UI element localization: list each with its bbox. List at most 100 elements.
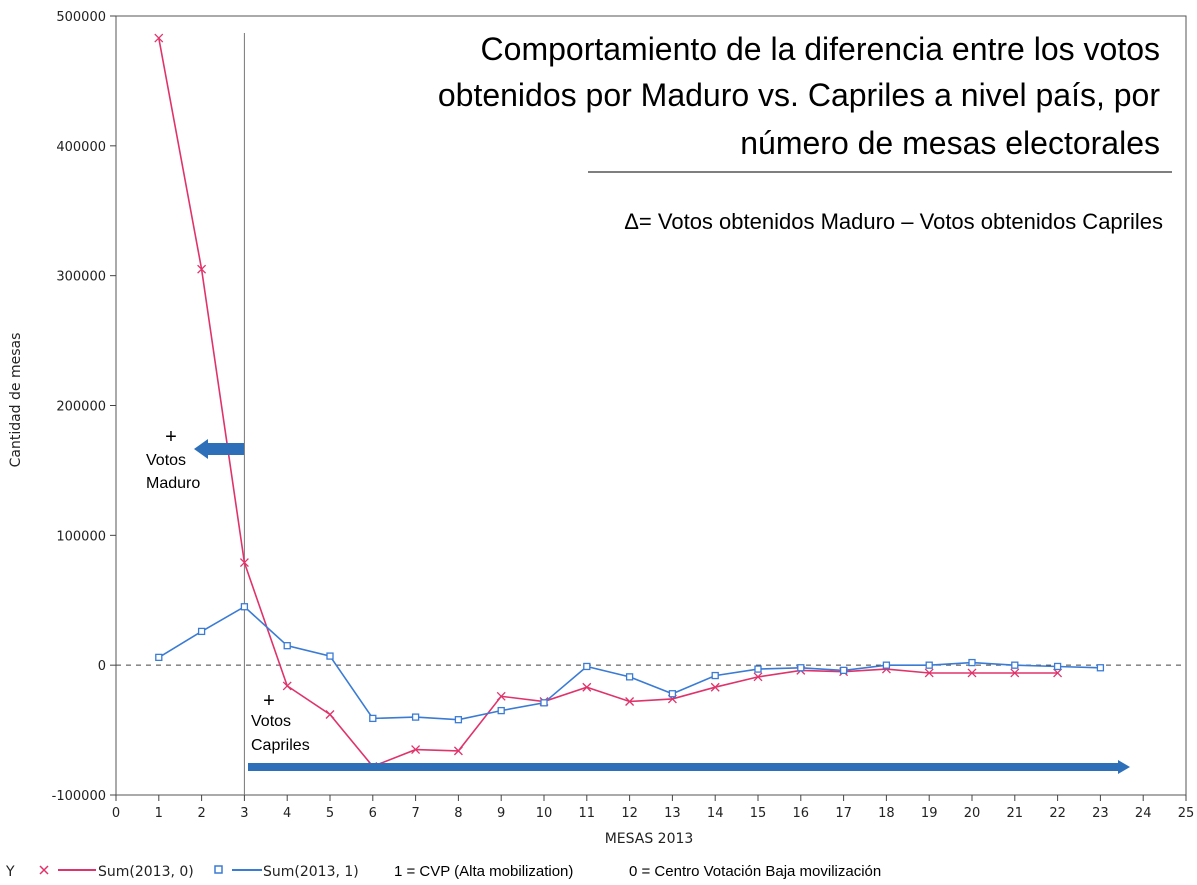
- x-tick-label: 0: [112, 806, 120, 821]
- chart-title-line-3: número de mesas electorales: [740, 125, 1160, 161]
- x-tick-label: 12: [621, 806, 638, 821]
- data-point-series-0: [496, 691, 506, 701]
- data-point-series-1: [839, 666, 848, 675]
- series-line-0: [158, 37, 1058, 768]
- annotation-capriles-line-2: Capriles: [251, 737, 310, 754]
- legend-note-1: 1 = CVP (Alta mobilization): [394, 863, 573, 880]
- data-point-series-0: [197, 264, 207, 274]
- x-tick-label: 2: [197, 806, 205, 821]
- data-point-series-0: [924, 668, 934, 678]
- data-point-series-1: [925, 661, 933, 669]
- legend-note-0: 0 = Centro Votación Baja movilización: [629, 863, 881, 880]
- data-point-series-0: [239, 558, 249, 568]
- data-point-series-1: [240, 603, 249, 611]
- legend-marker-series-0: [39, 865, 96, 875]
- arrow-left-maduro: [194, 439, 244, 459]
- data-point-series-1: [1096, 664, 1105, 672]
- x-axis-title: MESAS 2013: [605, 831, 694, 847]
- legend-label-series-0: Sum(2013, 0): [98, 864, 194, 880]
- data-point-series-0: [453, 746, 463, 756]
- x-tick-label: 15: [750, 806, 767, 821]
- y-tick-label: 100000: [56, 529, 106, 544]
- data-point-series-1: [411, 713, 420, 721]
- chart-title-line-1: Comportamiento de la diferencia entre lo…: [481, 31, 1160, 67]
- x-tick-label: 8: [454, 806, 462, 821]
- data-point-series-0: [1053, 668, 1063, 678]
- x-tick-label: 22: [1049, 806, 1066, 821]
- x-tick-label: 16: [793, 806, 810, 821]
- y-axis: -100000 0 100000 200000 300000 400000 500000: [52, 10, 116, 804]
- annotation-maduro-line-1: Votos: [146, 452, 186, 469]
- data-point-series-0: [753, 672, 763, 682]
- y-tick-label: 400000: [56, 140, 106, 155]
- legend: Y Sum(2013, 0) Sum(2013, 1) 1 = CVP (Alt…: [5, 863, 881, 880]
- data-point-series-1: [283, 642, 291, 650]
- annotation-maduro-line-2: Maduro: [146, 475, 200, 492]
- data-point-series-1: [197, 627, 206, 636]
- data-point-series-1: [625, 673, 634, 681]
- data-point-series-0: [154, 33, 164, 43]
- legend-marker-series-1: [214, 865, 262, 874]
- x-tick-label: 25: [1178, 806, 1195, 821]
- data-point-series-0: [411, 745, 421, 755]
- x-tick-label: 21: [1007, 806, 1024, 821]
- series-line-1: [158, 605, 1101, 721]
- data-point-series-1: [369, 714, 377, 723]
- chart-title-line-2: obtenidos por Maduro vs. Capriles a nive…: [438, 77, 1161, 113]
- data-point-series-1: [968, 658, 976, 667]
- x-tick-label: 19: [921, 806, 938, 821]
- data-point-series-1: [540, 699, 548, 707]
- chart-subtitle: Δ= Votos obtenidos Maduro – Votos obteni…: [624, 209, 1163, 234]
- x-tick-label: 10: [536, 806, 553, 821]
- data-point-series-0: [282, 681, 292, 691]
- x-tick-label: 13: [664, 806, 681, 821]
- arrow-right-capriles: [248, 760, 1130, 774]
- x-tick-label: 7: [411, 806, 419, 821]
- y-tick-label: 500000: [56, 10, 106, 25]
- x-axis: 0 1 2 3 4 5 6 7 8 9 10 11 12 13 14 15 16 17 18 19 20 21 22 23 24…: [112, 795, 1194, 821]
- data-point-series-1: [1053, 662, 1062, 671]
- x-tick-label: 6: [369, 806, 377, 821]
- data-point-series-0: [710, 682, 720, 692]
- x-tick-label: 5: [326, 806, 334, 821]
- annotation-capriles-line-1: Votos: [251, 713, 291, 730]
- data-point-series-1: [797, 664, 805, 672]
- x-tick-label: 20: [964, 806, 981, 821]
- y-axis-title: Cantidad de mesas: [8, 333, 24, 468]
- y-tick-label: 300000: [56, 270, 106, 285]
- data-point-series-1: [454, 716, 463, 724]
- data-point-series-1: [326, 652, 334, 660]
- series-layer: [154, 33, 1105, 771]
- x-tick-label: 17: [835, 806, 852, 821]
- y-tick-label: 200000: [56, 400, 106, 415]
- data-point-series-0: [582, 682, 592, 692]
- legend-label-series-1: Sum(2013, 1): [263, 864, 359, 880]
- x-tick-label: 14: [707, 806, 724, 821]
- data-point-series-1: [155, 653, 163, 662]
- data-point-series-1: [497, 706, 505, 715]
- x-tick-label: 4: [283, 806, 291, 821]
- data-point-series-1: [754, 665, 762, 673]
- data-point-series-1: [583, 662, 591, 671]
- annotation-maduro-plus: +: [165, 426, 177, 448]
- x-tick-label: 1: [155, 806, 163, 821]
- data-point-series-0: [625, 697, 635, 706]
- data-point-series-1: [882, 661, 891, 669]
- x-tick-label: 9: [497, 806, 505, 821]
- data-point-series-0: [325, 710, 335, 719]
- x-tick-label: 3: [240, 806, 248, 821]
- y-tick-label: -100000: [52, 789, 106, 804]
- data-point-series-1: [711, 671, 719, 680]
- annotation-capriles-plus: +: [263, 690, 275, 712]
- data-point-series-1: [668, 690, 677, 698]
- data-point-series-0: [1010, 668, 1020, 678]
- x-tick-label: 24: [1135, 806, 1152, 821]
- data-point-series-0: [967, 668, 977, 678]
- x-tick-label: 11: [579, 806, 596, 821]
- legend-prefix: Y: [5, 864, 15, 880]
- x-tick-label: 23: [1092, 806, 1109, 821]
- y-tick-label: 0: [98, 659, 106, 674]
- x-tick-label: 18: [878, 806, 895, 821]
- data-point-series-1: [1011, 661, 1019, 669]
